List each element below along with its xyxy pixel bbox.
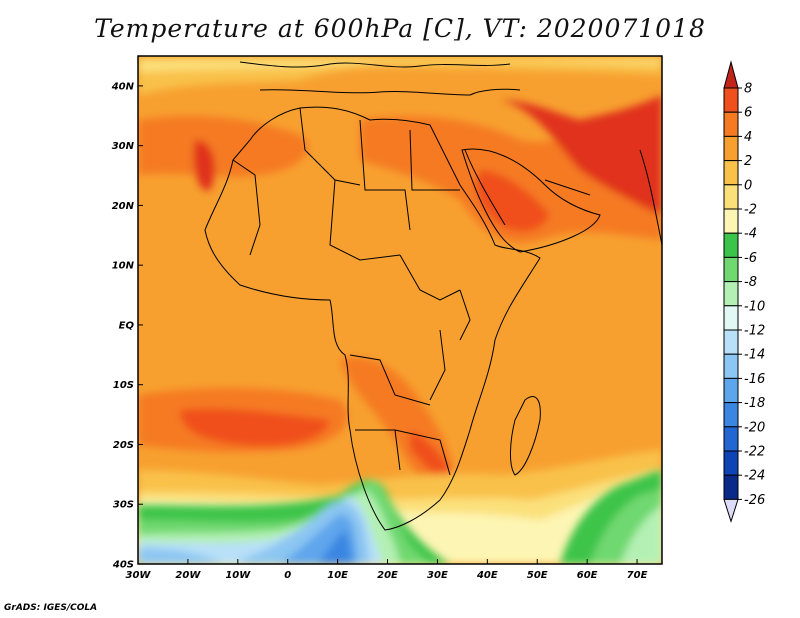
colorbar-label: 2 <box>744 154 752 169</box>
colorbar: 8 6 4 2 0 -2 -4 -6 -8 -10 -12 -14 -16 -18 -20 -22 -24 -26 <box>723 60 765 524</box>
colorbar-label: 4 <box>744 130 752 145</box>
colorbar-box <box>723 256 739 283</box>
lon-tick-label: 20E <box>377 570 398 581</box>
lon-tick-label: 70E <box>627 570 648 581</box>
colorbar-box <box>723 160 739 186</box>
lon-tick-label: 20W <box>175 570 201 581</box>
colorbar-label: -8 <box>744 275 757 290</box>
colorbar-box <box>723 281 739 307</box>
colorbar-box <box>723 87 739 113</box>
colorbar-box <box>723 329 739 355</box>
coastlines <box>204 61 662 531</box>
colorbar-label: -16 <box>744 372 765 387</box>
colorbar-label: -26 <box>744 493 765 508</box>
colorbar-box <box>723 402 739 428</box>
lon-tick-label: 30E <box>427 570 448 581</box>
lat-tick-label: 20S <box>113 440 134 451</box>
lat-tick-label: 40S <box>112 560 134 571</box>
colorbar-label: -4 <box>744 227 757 242</box>
lat-tick-label: EQ <box>119 320 135 331</box>
colorbar-top-arrow <box>723 60 739 89</box>
lon-tick-label: 60E <box>577 570 598 581</box>
credit-label: GrADS: IGES/COLA <box>4 603 98 613</box>
temperature-field <box>138 56 662 564</box>
colorbar-label: -10 <box>744 299 765 314</box>
lat-tick-label: 10S <box>113 380 134 391</box>
colorbar-label: 8 <box>744 82 752 97</box>
colorbar-box <box>723 111 739 137</box>
colorbar-label: -6 <box>744 251 757 266</box>
colorbar-label: -18 <box>744 396 765 411</box>
lon-tick-label: 10W <box>225 570 251 581</box>
lat-tick-label: 20N <box>112 201 135 212</box>
colorbar-label: -20 <box>744 420 765 435</box>
lat-tick-label: 40N <box>111 81 135 92</box>
colorbar-box <box>723 232 739 258</box>
colorbar-box <box>723 426 739 452</box>
colorbar-label: -12 <box>744 324 765 339</box>
map-title: Temperature at 600hPa [C], VT: 202007101… <box>94 14 706 43</box>
lat-tick-label: 30N <box>112 141 135 152</box>
lat-tick-label: 10N <box>112 261 135 272</box>
colorbar-box <box>723 184 739 210</box>
colorbar-box <box>723 474 739 500</box>
colorbar-box <box>723 353 739 379</box>
colorbar-box <box>723 377 739 404</box>
colorbar-box <box>723 208 739 234</box>
map-frame <box>137 55 663 565</box>
colorbar-bottom-arrow <box>723 498 739 524</box>
lon-tick-label: 30W <box>126 570 152 581</box>
colorbar-label: 6 <box>744 106 752 121</box>
colorbar-box <box>723 305 739 331</box>
colorbar-label: -14 <box>744 348 765 363</box>
colorbar-label: 0 <box>744 178 752 193</box>
lon-tick-label: 0 <box>284 570 291 581</box>
lon-tick-label: 50E <box>527 570 548 581</box>
colorbar-label: -2 <box>744 203 757 218</box>
lon-tick-label: 10E <box>327 570 348 581</box>
colorbar-box <box>723 450 739 476</box>
colorbar-label: -22 <box>744 445 765 460</box>
lon-tick-label: 40E <box>476 570 498 581</box>
colorbar-box <box>723 135 739 162</box>
lat-tick-label: 30S <box>113 500 134 511</box>
colorbar-label: -24 <box>744 469 765 484</box>
